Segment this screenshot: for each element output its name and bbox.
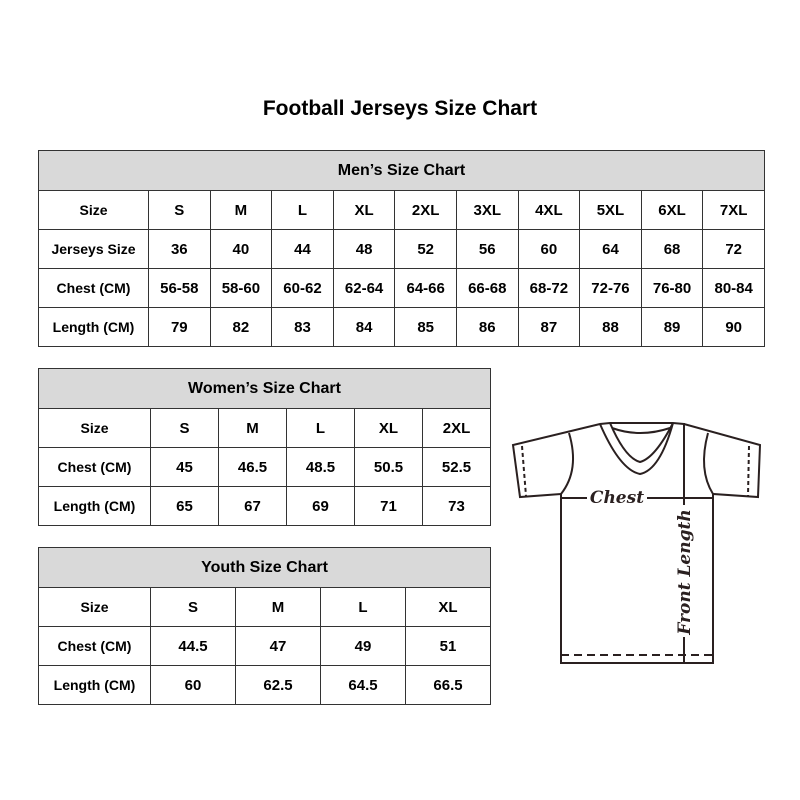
- table-cell: 68: [640, 229, 704, 269]
- youth-chart-heading: Youth Size Chart: [38, 547, 491, 588]
- table-cell: 48.5: [286, 447, 355, 487]
- table-row: Size S M L XL: [38, 587, 491, 627]
- row-label: Size: [38, 587, 151, 627]
- table-cell: 60-62: [271, 268, 334, 308]
- table-cell: 7XL: [702, 190, 765, 230]
- table-row: Size S M L XL 2XL: [38, 408, 491, 448]
- page-title: Football Jerseys Size Chart: [262, 97, 538, 120]
- table-cell: 86: [455, 307, 519, 347]
- table-cell: 79: [148, 307, 211, 347]
- table-cell: 36: [148, 229, 211, 269]
- table-cell: 82: [209, 307, 273, 347]
- table-cell: 62-64: [332, 268, 396, 308]
- table-cell: XL: [332, 190, 396, 230]
- table-cell: XL: [354, 408, 423, 448]
- table-cell: 87: [517, 307, 581, 347]
- row-label: Size: [38, 190, 149, 230]
- table-cell: 73: [422, 486, 491, 526]
- table-cell: 45: [150, 447, 219, 487]
- front-length-label: Front Length: [675, 509, 695, 635]
- table-cell: 50.5: [354, 447, 423, 487]
- table-cell: 68-72: [517, 268, 581, 308]
- table-cell: 52.5: [422, 447, 491, 487]
- table-cell: 2XL: [422, 408, 491, 448]
- table-row: Size S M L XL 2XL 3XL 4XL 5XL 6XL 7XL: [38, 190, 765, 230]
- table-cell: 65: [150, 486, 219, 526]
- table-row: Length (CM) 60 62.5 64.5 66.5: [38, 665, 491, 705]
- table-row: Length (CM) 79 82 83 84 85 86 87 88 89 90: [38, 307, 765, 347]
- table-cell: 84: [332, 307, 396, 347]
- table-cell: 72-76: [579, 268, 642, 308]
- table-cell: L: [271, 190, 334, 230]
- table-row: Jerseys Size 36 40 44 48 52 56 60 64 68 72: [38, 229, 765, 269]
- row-label: Jerseys Size: [38, 229, 149, 269]
- table-cell: L: [286, 408, 355, 448]
- womens-size-table: Women’s Size Chart Size S M L XL 2XL Chest (CM)…: [38, 368, 491, 526]
- jersey-outline: [511, 422, 762, 664]
- table-cell: 5XL: [579, 190, 642, 230]
- table-cell: 56-58: [148, 268, 211, 308]
- table-cell: 67: [218, 486, 287, 526]
- table-cell: 88: [579, 307, 642, 347]
- table-cell: 47: [235, 626, 321, 666]
- table-cell: 62.5: [235, 665, 321, 705]
- table-cell: 49: [320, 626, 406, 666]
- women-chart-heading: Women’s Size Chart: [38, 368, 491, 409]
- table-cell: 80-84: [702, 268, 765, 308]
- youth-size-table: Youth Size Chart Size S M L XL Chest (CM) 44.5 4…: [38, 547, 491, 705]
- table-cell: 40: [209, 229, 273, 269]
- row-label: Length (CM): [38, 307, 149, 347]
- table-cell: 60: [150, 665, 236, 705]
- table-cell: M: [235, 587, 321, 627]
- table-cell: 64.5: [320, 665, 406, 705]
- row-label: Chest (CM): [38, 626, 151, 666]
- row-label: Chest (CM): [38, 447, 151, 487]
- chest-label: Chest: [590, 488, 644, 508]
- table-cell: S: [150, 587, 236, 627]
- table-row: Chest (CM) 45 46.5 48.5 50.5 52.5: [38, 447, 491, 487]
- table-cell: 44: [271, 229, 334, 269]
- row-label: Size: [38, 408, 151, 448]
- table-cell: 60: [517, 229, 581, 269]
- men-chart-heading: Men’s Size Chart: [38, 150, 765, 191]
- table-cell: 48: [332, 229, 396, 269]
- table-cell: 44.5: [150, 626, 236, 666]
- table-cell: 69: [286, 486, 355, 526]
- mens-size-table: Men’s Size Chart Size S M L XL 2XL 3XL 4XL 5XL 6XL…: [38, 150, 765, 347]
- table-cell: 71: [354, 486, 423, 526]
- table-row: Length (CM) 65 67 69 71 73: [38, 486, 491, 526]
- table-cell: L: [320, 587, 406, 627]
- table-cell: 66.5: [405, 665, 491, 705]
- table-cell: 76-80: [640, 268, 704, 308]
- table-cell: 90: [702, 307, 765, 347]
- table-cell: 6XL: [640, 190, 704, 230]
- table-row: Chest (CM) 44.5 47 49 51: [38, 626, 491, 666]
- table-cell: M: [218, 408, 287, 448]
- row-label: Length (CM): [38, 486, 151, 526]
- table-cell: 66-68: [455, 268, 519, 308]
- table-cell: 51: [405, 626, 491, 666]
- table-cell: 85: [394, 307, 457, 347]
